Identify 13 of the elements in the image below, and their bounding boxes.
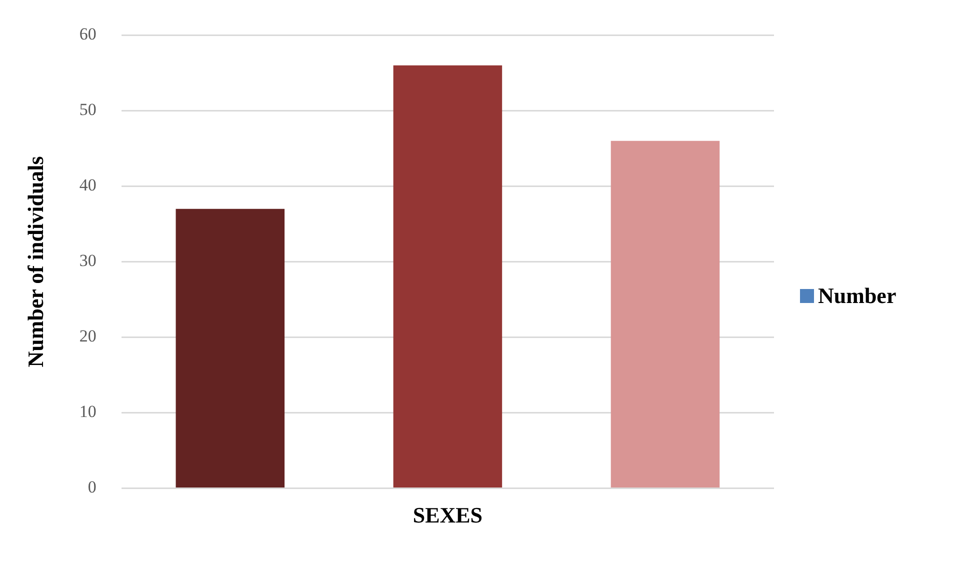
x-axis-title: SEXES xyxy=(412,502,483,528)
y-tick-label: 0 xyxy=(88,478,96,497)
y-tick-label: 60 xyxy=(79,24,96,44)
y-tick-label: 30 xyxy=(79,251,96,270)
y-axis-title: Number of individuals xyxy=(22,156,48,368)
y-tick-label: 10 xyxy=(79,402,96,422)
text: Number xyxy=(818,283,896,309)
y-tick-label: 40 xyxy=(79,176,96,195)
bar xyxy=(610,140,720,488)
y-tick-label: 20 xyxy=(79,326,96,346)
y-tick-label: 50 xyxy=(79,100,96,120)
bar xyxy=(393,65,502,488)
bar xyxy=(176,208,285,488)
